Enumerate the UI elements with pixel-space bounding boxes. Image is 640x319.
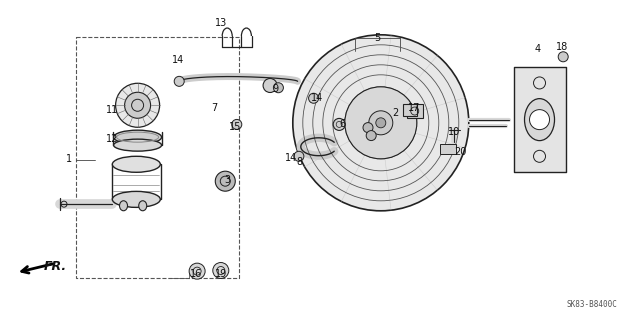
Text: 7: 7 bbox=[211, 103, 218, 113]
Text: 12: 12 bbox=[106, 134, 118, 144]
Text: 15: 15 bbox=[229, 122, 242, 132]
Bar bbox=[403, 104, 417, 116]
Text: 8: 8 bbox=[296, 157, 303, 167]
Text: 4: 4 bbox=[534, 44, 541, 55]
Ellipse shape bbox=[139, 201, 147, 211]
Circle shape bbox=[263, 78, 277, 93]
Text: 14: 14 bbox=[285, 153, 298, 163]
Circle shape bbox=[174, 76, 184, 86]
Text: 14: 14 bbox=[310, 93, 323, 103]
Circle shape bbox=[189, 263, 205, 279]
Ellipse shape bbox=[525, 99, 554, 141]
Circle shape bbox=[308, 93, 319, 103]
Text: 5: 5 bbox=[374, 33, 381, 43]
Circle shape bbox=[294, 151, 304, 161]
Text: 17: 17 bbox=[408, 103, 420, 113]
Circle shape bbox=[366, 130, 376, 141]
Text: 6: 6 bbox=[339, 119, 346, 130]
Text: 19: 19 bbox=[214, 269, 227, 279]
Ellipse shape bbox=[113, 191, 160, 207]
Circle shape bbox=[376, 118, 386, 128]
Circle shape bbox=[116, 83, 159, 127]
Ellipse shape bbox=[113, 156, 160, 172]
Text: 11: 11 bbox=[106, 105, 118, 115]
Ellipse shape bbox=[114, 139, 161, 151]
Text: 10: 10 bbox=[448, 127, 461, 137]
Text: 18: 18 bbox=[556, 42, 568, 52]
Circle shape bbox=[369, 111, 393, 135]
Ellipse shape bbox=[114, 130, 161, 144]
Circle shape bbox=[212, 263, 229, 278]
Bar bbox=[407, 104, 423, 118]
Circle shape bbox=[273, 83, 284, 93]
Text: 13: 13 bbox=[214, 18, 227, 28]
Circle shape bbox=[125, 92, 150, 118]
Circle shape bbox=[363, 122, 373, 133]
Text: 9: 9 bbox=[272, 84, 278, 94]
Text: 2: 2 bbox=[392, 108, 399, 118]
Circle shape bbox=[232, 119, 242, 130]
Text: SK83-B8400C: SK83-B8400C bbox=[567, 300, 618, 309]
Circle shape bbox=[345, 87, 417, 159]
Circle shape bbox=[215, 171, 236, 191]
Text: 14: 14 bbox=[172, 55, 184, 65]
Circle shape bbox=[333, 118, 345, 130]
Text: 1: 1 bbox=[66, 154, 72, 165]
Circle shape bbox=[558, 52, 568, 62]
Circle shape bbox=[292, 35, 468, 211]
Text: 20: 20 bbox=[454, 147, 467, 158]
Text: FR.: FR. bbox=[44, 260, 67, 273]
Ellipse shape bbox=[120, 201, 127, 211]
Bar bbox=[513, 67, 566, 172]
Text: 16: 16 bbox=[190, 269, 203, 279]
Circle shape bbox=[529, 110, 550, 130]
Text: 3: 3 bbox=[224, 175, 230, 185]
Bar bbox=[76, 37, 239, 278]
Bar bbox=[440, 144, 456, 154]
